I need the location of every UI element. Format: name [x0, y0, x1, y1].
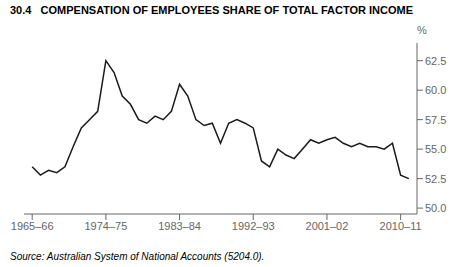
svg-text:1983–84: 1983–84 — [158, 220, 201, 232]
svg-text:1974–75: 1974–75 — [84, 220, 127, 232]
svg-text:2010–11: 2010–11 — [380, 220, 422, 232]
svg-text:1965–66: 1965–66 — [11, 220, 54, 232]
svg-text:55.0: 55.0 — [425, 143, 446, 155]
svg-text:57.5: 57.5 — [425, 114, 446, 126]
svg-text:62.5: 62.5 — [425, 55, 446, 67]
svg-text:52.5: 52.5 — [425, 173, 446, 185]
html-text:Source: Australian System of N: Source: Australian System of National Ac… — [10, 251, 265, 262]
svg-text:50.0: 50.0 — [425, 202, 446, 214]
svg-text:1992–93: 1992–93 — [232, 220, 275, 232]
html-text:30.4 COMPENSATION OF EMPLOYEES: 30.4 COMPENSATION OF EMPLOYEES SHARE OF … — [10, 4, 413, 16]
svg-text:60.0: 60.0 — [425, 84, 446, 96]
svg-text:2001–02: 2001–02 — [306, 220, 349, 232]
